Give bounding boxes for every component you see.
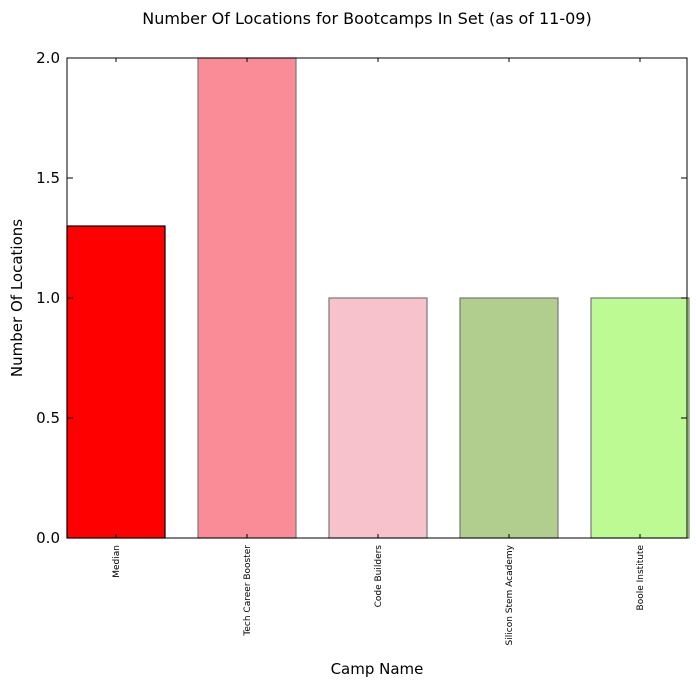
x-tick-label: Silicon Stem Academy xyxy=(505,544,515,645)
ticks-group: Median Tech Career Booster Code Builders Si… xyxy=(36,49,687,645)
bar-code-builders xyxy=(328,297,428,539)
y-tick-label: 2.0 xyxy=(36,49,60,67)
plot-area-frame xyxy=(66,57,688,539)
x-tick-label: Boole Institute xyxy=(636,545,646,611)
chart-title: Number Of Locations for Bootcamps In Set… xyxy=(142,9,591,28)
x-tick-label: Code Builders xyxy=(374,545,384,608)
bar-boole-institute xyxy=(590,297,690,539)
bar-median xyxy=(66,225,166,539)
x-tick-label: Median xyxy=(112,545,122,578)
y-axis-label: Number Of Locations xyxy=(8,219,26,377)
y-tick-label: 1.0 xyxy=(36,289,60,307)
y-tick-label: 0.0 xyxy=(36,529,60,547)
bar-tech-career-booster xyxy=(197,57,297,539)
x-axis-label: Camp Name xyxy=(331,660,424,678)
x-tick-label: Tech Career Booster xyxy=(243,545,253,637)
bar-silicon-stem-academy xyxy=(459,297,559,539)
y-tick-label: 1.5 xyxy=(36,169,60,187)
bars-group xyxy=(66,57,690,539)
y-tick-label: 0.5 xyxy=(36,409,60,427)
